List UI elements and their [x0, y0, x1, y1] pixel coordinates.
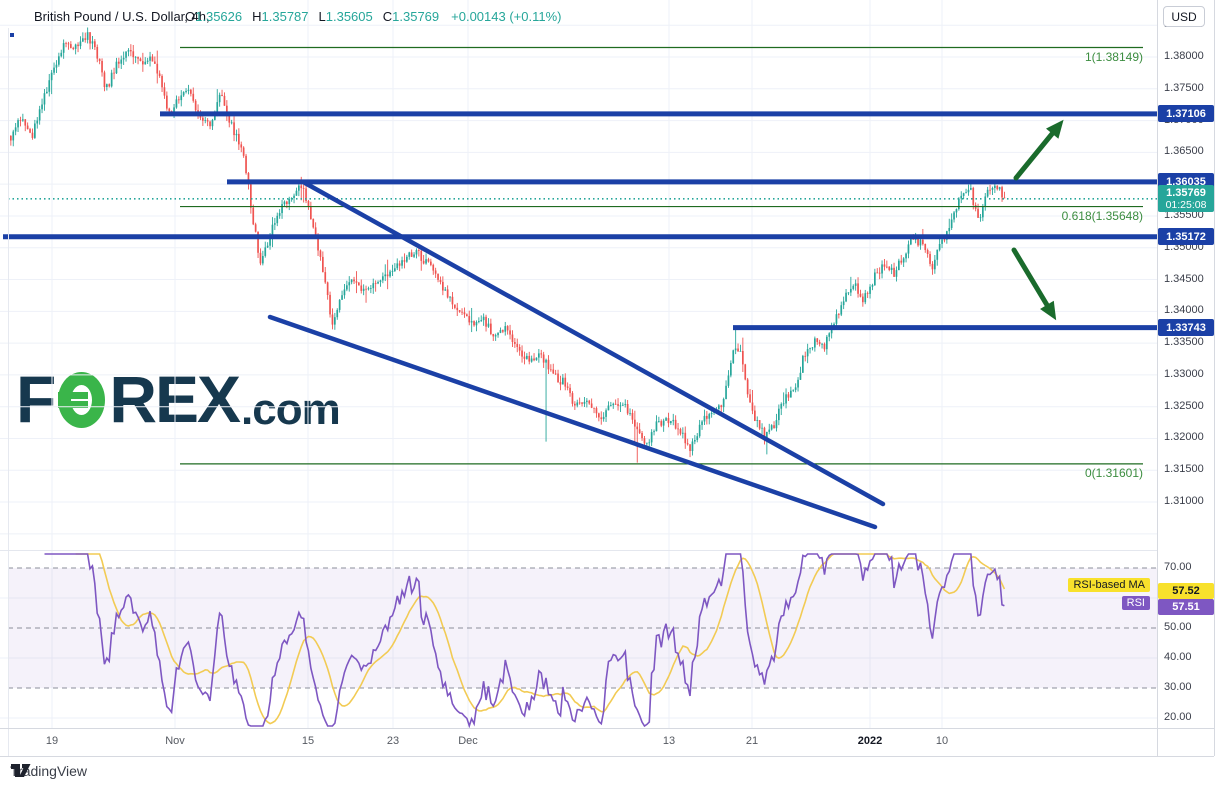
rsi-tick[interactable]: 40.00 — [1164, 651, 1192, 663]
ohlc-item: H1.35787 — [252, 9, 309, 24]
fib-label: 0(1.31601) — [1084, 465, 1143, 480]
ohlc-item: L1.35605 — [318, 9, 373, 24]
time-label[interactable]: 23 — [386, 735, 400, 747]
watermark-com: .com — [241, 385, 341, 434]
rsi-ma-chip[interactable]: RSI-based MA — [1068, 578, 1150, 592]
rsi-ma-value-label: 57.52 — [1158, 583, 1214, 600]
time-label[interactable]: 2022 — [857, 735, 883, 747]
current-price-label: 1.35769 01:25:08 — [1158, 185, 1214, 213]
rsi-value-label: 57.51 — [1158, 599, 1214, 616]
time-label[interactable]: 19 — [45, 735, 59, 747]
price-tick[interactable]: 1.33000 — [1164, 367, 1204, 380]
tradingview-logo[interactable]: TradingView — [10, 763, 87, 779]
price-tick[interactable]: 1.33500 — [1164, 336, 1204, 349]
ohlc-values: O1.35626 H1.35787 L1.35605 C1.35769 +0.00143… — [185, 9, 561, 24]
time-label[interactable]: Nov — [165, 735, 185, 747]
time-label[interactable]: 10 — [935, 735, 949, 747]
currency-toggle-button[interactable]: USD — [1163, 6, 1205, 27]
time-label[interactable]: 21 — [745, 735, 759, 747]
rsi-chip[interactable]: RSI — [1121, 596, 1150, 610]
rsi-tick[interactable]: 50.00 — [1164, 621, 1192, 633]
tradingview-icon — [11, 764, 31, 777]
time-label[interactable]: 13 — [662, 735, 676, 747]
price-tick[interactable]: 1.31500 — [1164, 463, 1204, 476]
current-price-value: 1.35769 — [1166, 186, 1206, 199]
countdown-timer: 01:25:08 — [1165, 198, 1207, 211]
fib-label: 0.618(1.35648) — [1061, 208, 1143, 223]
price-tick[interactable]: 1.34000 — [1164, 304, 1204, 317]
ohlc-item: C1.35769 — [382, 9, 440, 24]
price-level-label: 1.37106 — [1158, 105, 1214, 123]
price-level-label: 1.35172 — [1158, 228, 1214, 246]
time-label[interactable]: Dec — [458, 735, 478, 747]
tradingview-label: TradingView — [10, 763, 88, 779]
price-tick[interactable]: 1.31000 — [1164, 495, 1204, 508]
watermark-f: F — [16, 362, 56, 436]
price-level-label: 1.33743 — [1158, 319, 1214, 337]
price-tick[interactable]: 1.38000 — [1164, 50, 1204, 62]
rsi-tick[interactable]: 70.00 — [1164, 561, 1192, 573]
price-tick[interactable]: 1.36500 — [1164, 145, 1204, 158]
ohlc-item: O1.35626 — [185, 9, 243, 24]
change-value: +0.00143 (+0.11%) — [451, 9, 562, 24]
price-tick[interactable]: 1.34500 — [1164, 272, 1204, 285]
rsi-tick[interactable]: 20.00 — [1164, 711, 1192, 723]
price-tick[interactable]: 1.37500 — [1164, 81, 1204, 94]
time-label[interactable]: 15 — [301, 735, 315, 747]
symbol-title[interactable]: British Pound / U.S. Dollar, 4h, — [34, 9, 210, 24]
fib-label: 1(1.38149) — [1084, 49, 1143, 64]
price-tick[interactable]: 1.32000 — [1164, 431, 1204, 444]
rsi-tick[interactable]: 30.00 — [1164, 681, 1192, 693]
price-tick[interactable]: 1.32500 — [1164, 399, 1204, 412]
